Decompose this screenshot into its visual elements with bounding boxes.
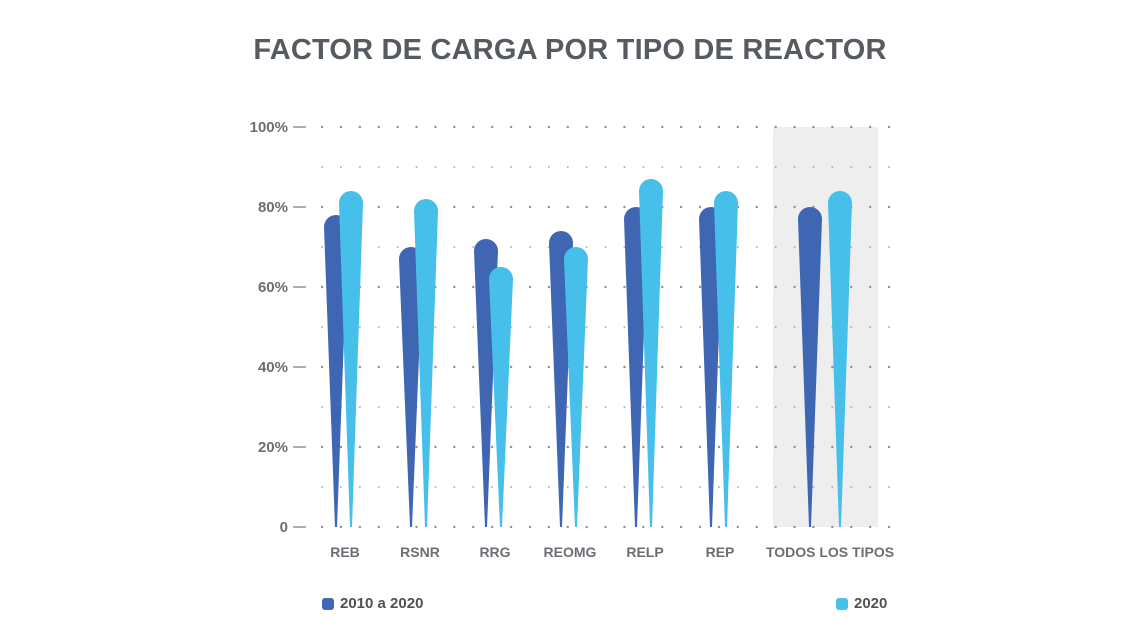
legend-item-series-1: 2010 a 2020 <box>322 595 423 612</box>
x-category-label-rep: REP <box>706 544 735 560</box>
spike-1-todos-los-tipos <box>798 207 822 527</box>
x-category-label-relp: RELP <box>626 544 663 560</box>
y-tick-label-3: 60% <box>258 279 288 296</box>
x-category-label-rrg: RRG <box>479 544 510 560</box>
chart-title: FACTOR DE CARGA POR TIPO DE REACTOR <box>253 34 887 66</box>
spike-1-relp <box>624 207 648 527</box>
x-category-label-reomg: REOMG <box>544 544 597 560</box>
x-category-label-reb: REB <box>330 544 360 560</box>
spike-2-rsnr <box>414 199 438 527</box>
spike-2-reomg <box>564 247 588 527</box>
spike-1-reb <box>324 215 348 527</box>
x-category-label-todos-los-tipos: TODOS LOS TIPOS <box>766 544 894 560</box>
y-tick-label-1: 20% <box>258 439 288 456</box>
y-tick-label-5: 100% <box>250 119 288 136</box>
legend-label-series-1: 2010 a 2020 <box>340 595 424 612</box>
spike-2-todos-los-tipos <box>828 191 852 527</box>
spike-2-reb <box>339 191 363 527</box>
legend-swatch-series-2 <box>836 597 848 610</box>
y-tick-label-0: 0 <box>280 519 288 536</box>
spike-1-rsnr <box>399 247 423 527</box>
spike-2-rep <box>714 191 738 527</box>
spike-2-rrg <box>489 267 513 527</box>
y-tick-label-2: 40% <box>258 359 288 376</box>
legend-label-series-2: 2020 <box>854 595 888 612</box>
legend-swatch-series-1 <box>322 597 334 610</box>
y-tick-label-4: 80% <box>258 199 288 216</box>
x-category-label-rsnr: RSNR <box>400 544 440 560</box>
spike-2-relp <box>639 179 663 527</box>
legend-item-series-2: 2020 <box>836 595 887 612</box>
highlight-band <box>773 127 878 527</box>
